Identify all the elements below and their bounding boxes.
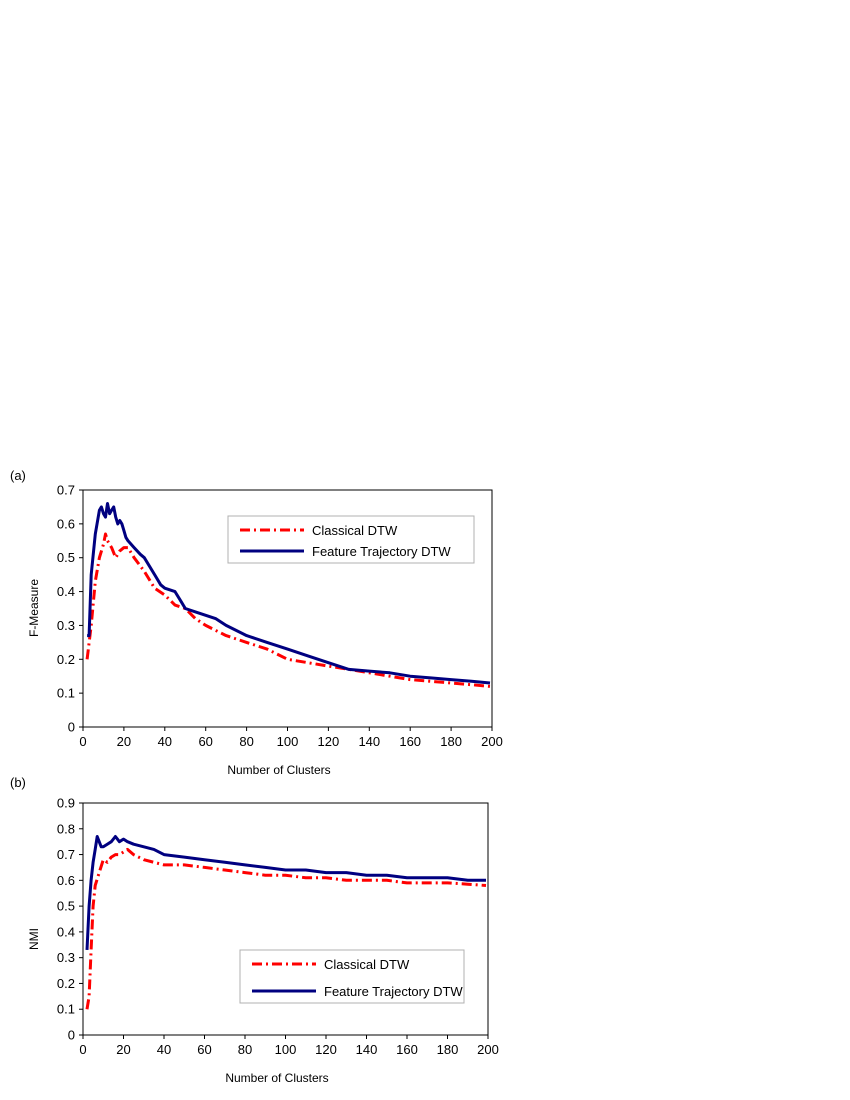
- legend: Classical DTW Feature Trajectory DTW: [227, 515, 475, 564]
- panel-label: (b): [10, 775, 26, 790]
- y-tick-label: 0.3: [57, 950, 75, 965]
- y-tick-label: 0.9: [57, 796, 75, 811]
- x-tick-label: 0: [79, 1042, 86, 1057]
- x-tick-label: 160: [396, 1042, 418, 1057]
- y-tick-label: 0.2: [57, 976, 75, 991]
- legend: Classical DTW Feature Trajectory DTW: [239, 949, 465, 1004]
- y-tick-label: 0.7: [57, 483, 75, 498]
- x-tick-label: 80: [239, 734, 253, 749]
- x-tick-label: 200: [481, 734, 503, 749]
- y-axis-label: F-Measure: [27, 579, 41, 637]
- x-tick-label: 100: [275, 1042, 297, 1057]
- legend-label-0: Classical DTW: [324, 957, 410, 972]
- y-axis-label: NMI: [27, 928, 41, 950]
- y-tick-label: 0.1: [57, 1002, 75, 1017]
- y-tick-label: 0.6: [57, 873, 75, 888]
- x-tick-label: 140: [358, 734, 380, 749]
- y-tick-label: 0.1: [57, 686, 75, 701]
- legend-box: [227, 515, 475, 564]
- x-tick-label: 200: [477, 1042, 499, 1057]
- y-tick-label: 0.5: [57, 550, 75, 565]
- panel-label: (a): [10, 468, 26, 483]
- y-tick-label: 0.6: [57, 516, 75, 531]
- legend-label-0: Classical DTW: [312, 523, 398, 538]
- x-tick-label: 160: [399, 734, 421, 749]
- x-tick-label: 180: [437, 1042, 459, 1057]
- x-tick-label: 100: [277, 734, 299, 749]
- x-tick-label: 20: [116, 1042, 130, 1057]
- x-axis-label: Number of Clusters: [225, 1071, 328, 1085]
- series-line-0: [85, 847, 487, 1010]
- y-tick-label: 0.3: [57, 618, 75, 633]
- series-line-1: [85, 835, 486, 950]
- x-tick-label: 60: [197, 1042, 211, 1057]
- legend-label-1: Feature Trajectory DTW: [324, 984, 463, 999]
- x-tick-label: 120: [318, 734, 340, 749]
- x-tick-label: 60: [198, 734, 212, 749]
- x-tick-label: 40: [158, 734, 172, 749]
- y-tick-label: 0: [68, 720, 75, 735]
- x-tick-label: 140: [356, 1042, 378, 1057]
- x-tick-label: 20: [117, 734, 131, 749]
- y-tick-label: 0: [68, 1028, 75, 1043]
- chart-panel-1: (b) 0 0.1 0.2 0.3 0.4 0.5 0.6 0.7 0.8 0.9 0 20 40 60 80…: [10, 775, 499, 1085]
- series-line-1: [87, 502, 491, 685]
- series-line-0: [85, 532, 491, 688]
- y-tick-label: 0.7: [57, 847, 75, 862]
- y-tick-label: 0.5: [57, 899, 75, 914]
- x-tick-label: 80: [238, 1042, 252, 1057]
- y-tick-label: 0.2: [57, 652, 75, 667]
- legend-box: [239, 949, 465, 1004]
- y-tick-label: 0.4: [57, 924, 75, 939]
- y-tick-label: 0.4: [57, 584, 75, 599]
- chart-panel-0: (a) 0 0.1 0.2 0.3 0.4 0.5 0.6 0.7 0 20 40 60 80 100 120…: [10, 468, 503, 777]
- x-tick-label: 0: [79, 734, 86, 749]
- x-tick-label: 40: [157, 1042, 171, 1057]
- legend-label-1: Feature Trajectory DTW: [312, 544, 451, 559]
- x-axis-label: Number of Clusters: [227, 763, 330, 777]
- x-tick-label: 180: [440, 734, 462, 749]
- y-tick-label: 0.8: [57, 821, 75, 836]
- x-tick-label: 120: [315, 1042, 337, 1057]
